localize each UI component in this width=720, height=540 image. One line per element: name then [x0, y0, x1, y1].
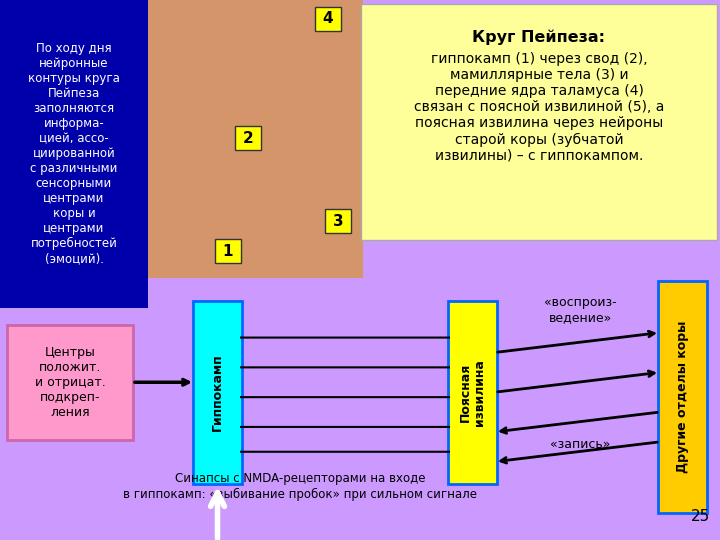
- Text: 1: 1: [222, 244, 233, 259]
- FancyBboxPatch shape: [0, 278, 720, 536]
- FancyBboxPatch shape: [448, 301, 497, 483]
- FancyBboxPatch shape: [148, 0, 363, 278]
- Text: 2: 2: [243, 131, 253, 145]
- Text: По ходу дня
нейронные
контуры круга
Пейпеза
заполняются
информа-
цией, ассо-
ции: По ходу дня нейронные контуры круга Пейп…: [28, 42, 120, 266]
- Text: «воспроиз-
ведение»: «воспроиз- ведение»: [544, 296, 616, 324]
- Text: Круг Пейпеза:: Круг Пейпеза:: [472, 30, 606, 45]
- Text: Гиппокамп: Гиппокамп: [211, 353, 224, 431]
- FancyBboxPatch shape: [315, 7, 341, 31]
- Text: 4: 4: [323, 11, 333, 26]
- FancyBboxPatch shape: [193, 301, 242, 483]
- Text: 25: 25: [690, 509, 710, 524]
- FancyBboxPatch shape: [215, 239, 241, 263]
- FancyBboxPatch shape: [325, 210, 351, 233]
- Text: Синапсы с NMDA-рецепторами на входе
в гиппокамп: «выбивание пробок» при сильном : Синапсы с NMDA-рецепторами на входе в ги…: [123, 472, 477, 501]
- Text: гиппокамп (1) через свод (2),
мамиллярные тела (3) и
передние ядра таламуса (4)
: гиппокамп (1) через свод (2), мамиллярны…: [414, 52, 664, 163]
- FancyBboxPatch shape: [0, 0, 148, 308]
- Text: Центры
положит.
и отрицат.
подкреп-
ления: Центры положит. и отрицат. подкреп- лени…: [35, 346, 105, 418]
- Text: «запись»: «запись»: [550, 438, 610, 451]
- FancyBboxPatch shape: [235, 126, 261, 150]
- FancyBboxPatch shape: [361, 4, 717, 240]
- Text: Поясная
извилина: Поясная извилина: [459, 359, 487, 426]
- Text: Другие отделы коры: Другие отделы коры: [676, 321, 689, 474]
- FancyBboxPatch shape: [658, 281, 707, 514]
- FancyBboxPatch shape: [7, 325, 133, 440]
- Text: 3: 3: [333, 214, 343, 229]
